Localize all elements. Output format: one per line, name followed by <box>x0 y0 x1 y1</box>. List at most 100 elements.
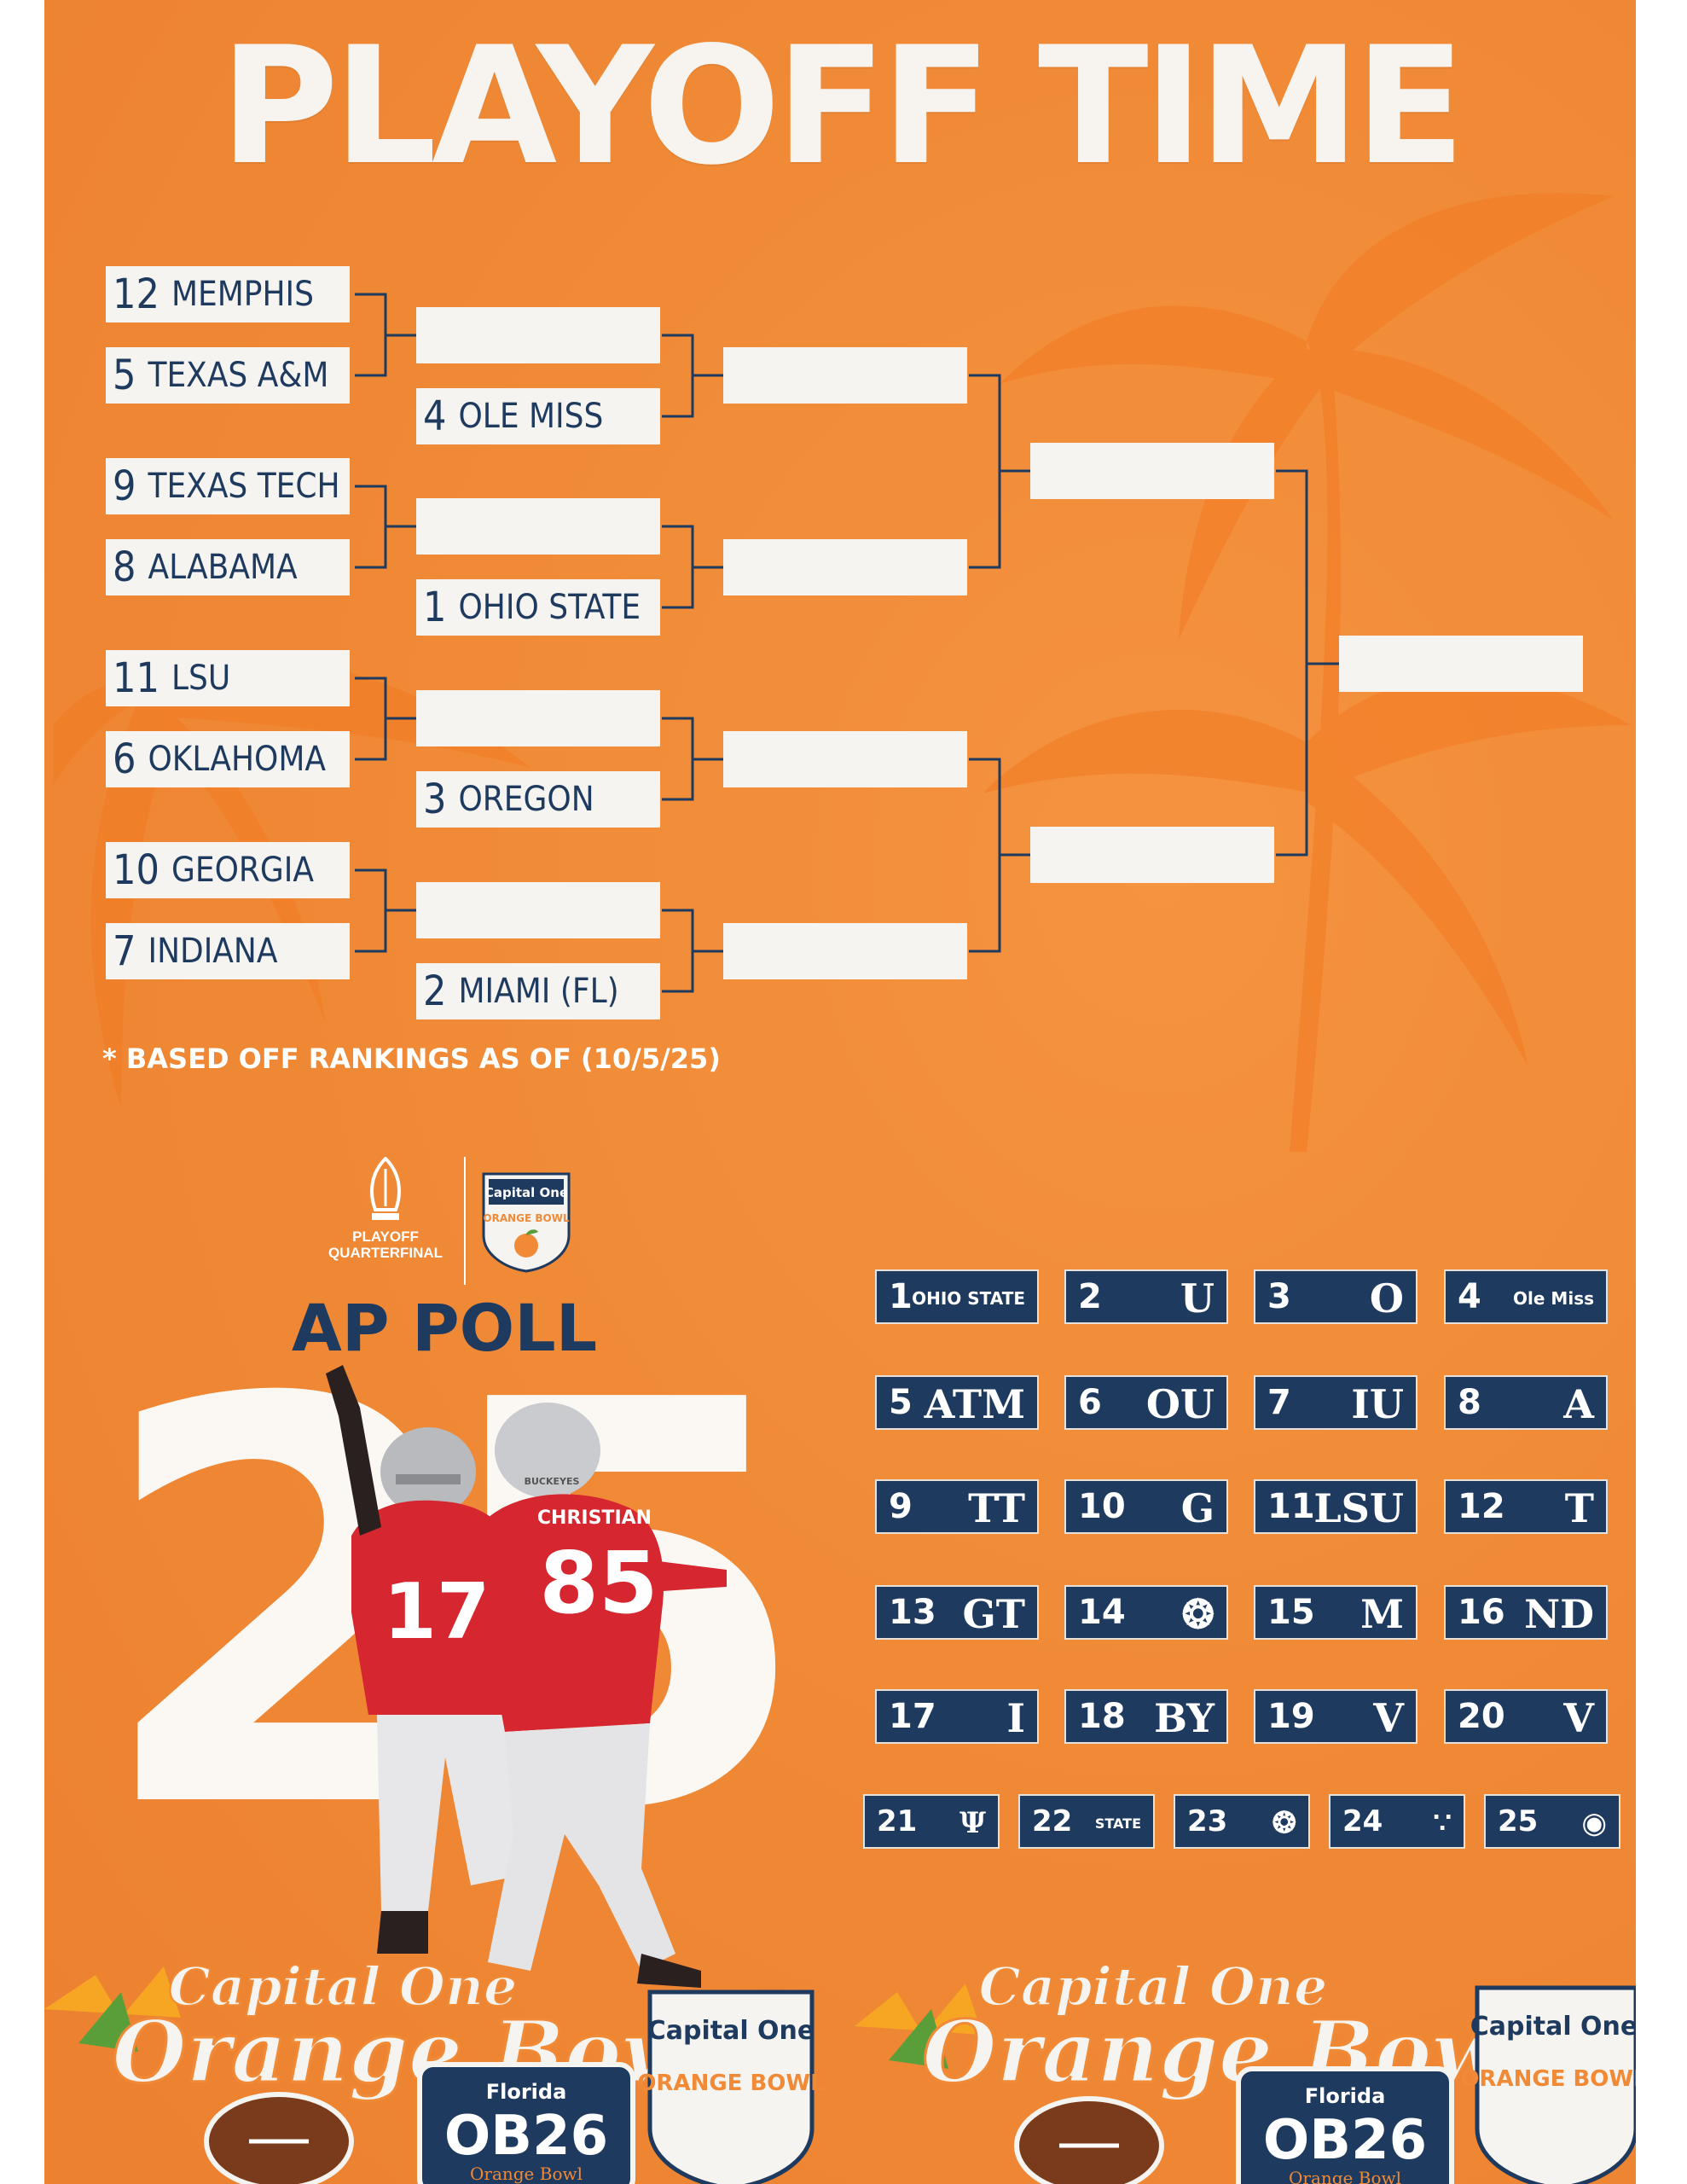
seed-number: 5 <box>113 351 136 399</box>
ap-poll-entry-10: 10 G <box>1064 1479 1228 1534</box>
rankings-footnote: * BASED OFF RANKINGS AS OF (10/5/25) <box>102 1043 721 1075</box>
ap-poll-entry-1: 1 OHIO STATE <box>875 1269 1039 1324</box>
ap-poll-entry-19: 19 V <box>1254 1689 1417 1744</box>
poll-rank: 19 <box>1267 1697 1315 1736</box>
sticker-group-right: Capital One Orange Bowl Florida OB26 Ora… <box>855 1955 1636 2184</box>
players-celebrating-image: 17 BUCKEYES CHRISTIAN 85 <box>326 1365 727 1988</box>
bracket-slot-empty <box>416 882 660 938</box>
team-name: MEMPHIS <box>171 275 315 314</box>
ap-poll-title: AP POLL <box>292 1290 598 1366</box>
bracket-slot-empty <box>416 690 660 746</box>
ap-poll-entry-22: 22 STATE <box>1018 1794 1155 1849</box>
ap-poll-entry-25: 25 ◉ <box>1484 1794 1620 1849</box>
team-logo-icon: IU <box>1351 1381 1404 1427</box>
team-name: MIAMI (FL) <box>458 972 619 1011</box>
poll-rank: 12 <box>1458 1487 1505 1526</box>
poll-rank: 11 <box>1267 1487 1315 1526</box>
bracket-slot-empty <box>723 347 967 404</box>
ob26-right: OB26 <box>1263 2109 1427 2172</box>
seed-number: 9 <box>113 462 136 510</box>
poll-rank: 24 <box>1342 1804 1383 1838</box>
script-line2-left: Orange Bowl <box>113 2001 728 2102</box>
poll-rank: 5 <box>889 1383 913 1422</box>
ap-poll-entry-11: 11 LSU <box>1254 1479 1417 1534</box>
bracket-slot-miami: 2 MIAMI (FL) <box>416 963 660 1019</box>
jersey-nameplate: CHRISTIAN <box>537 1507 652 1529</box>
team-name: TEXAS TECH <box>148 467 340 506</box>
bracket-slot-texas-am: 5 TEXAS A&M <box>106 347 350 404</box>
ap-poll-entry-9: 9 TT <box>875 1479 1039 1534</box>
seed-number: 1 <box>423 584 447 631</box>
bracket-connectors <box>355 293 1339 993</box>
poll-rank: 4 <box>1458 1277 1481 1316</box>
team-logo-icon: V <box>1373 1695 1404 1741</box>
team-logo-icon: V <box>1563 1695 1594 1741</box>
poll-rank: 3 <box>1267 1277 1291 1316</box>
team-logo-icon: BY <box>1154 1695 1215 1741</box>
bracket-slot-empty <box>723 539 967 595</box>
team-name: ALABAMA <box>148 548 298 587</box>
team-logo-icon: G <box>1180 1485 1215 1531</box>
bracket-slot-oklahoma: 6 OKLAHOMA <box>106 731 350 787</box>
poll-rank: 15 <box>1267 1593 1315 1632</box>
ap-poll-entry-13: 13 GT <box>875 1585 1039 1640</box>
bracket-slot-empty <box>1339 636 1583 692</box>
team-logo-icon: OHIO STATE <box>912 1288 1025 1309</box>
bracket-slot-empty <box>723 923 967 979</box>
jersey-number-right: 85 <box>539 1533 658 1633</box>
ob-badge-name: ORANGE BOWL <box>483 1212 570 1224</box>
logo-divider <box>464 1157 466 1285</box>
team-name: OLE MISS <box>458 397 604 436</box>
poll-rank: 17 <box>889 1697 936 1736</box>
seed-number: 10 <box>113 846 159 894</box>
bracket-slot-texas-tech: 9 TEXAS TECH <box>106 458 350 514</box>
team-logo-icon: LSU <box>1313 1485 1404 1531</box>
ob26-left: OB26 <box>444 2105 608 2168</box>
ap-poll-entry-23: 23 ❂ <box>1174 1794 1310 1849</box>
bracket-slot-empty <box>416 307 660 363</box>
bracket-slot-georgia: 10 GEORGIA <box>106 842 350 898</box>
team-logo-icon: STATE <box>1094 1815 1141 1832</box>
poll-rank: 9 <box>889 1487 913 1526</box>
seed-number: 2 <box>423 967 447 1015</box>
ap-poll-entry-14: 14 ❂ <box>1064 1585 1228 1640</box>
cfp-line2: QUARTERFINAL <box>328 1245 443 1261</box>
ob26-sub-left: Orange Bowl <box>470 2164 583 2184</box>
team-logo-icon: GT <box>962 1591 1025 1637</box>
script-line1-left: Capital One <box>169 1955 518 2018</box>
ap-poll-entry-12: 12 T <box>1444 1479 1608 1534</box>
seed-number: 3 <box>423 775 447 823</box>
team-logo-icon: ∵ <box>1433 1806 1452 1840</box>
team-logo-icon: M <box>1360 1591 1404 1637</box>
bracket-slot-ole-miss: 4 OLE MISS <box>416 388 660 444</box>
team-name: INDIANA <box>148 932 278 971</box>
bracket-slot-alabama: 8 ALABAMA <box>106 539 350 595</box>
ap-poll-entry-5: 5 ATM <box>875 1375 1039 1430</box>
florida-label-left: Florida <box>486 2080 567 2104</box>
ap-poll-entry-4: 4 Ole Miss <box>1444 1269 1608 1324</box>
team-logo-icon: ❂ <box>1181 1591 1215 1637</box>
team-logo-icon: I <box>1006 1695 1025 1741</box>
ap-poll-entry-24: 24 ∵ <box>1329 1794 1465 1849</box>
seed-number: 11 <box>113 654 159 702</box>
player-left: 17 <box>326 1365 522 1954</box>
jersey-number-left: 17 <box>383 1567 490 1657</box>
seed-number: 8 <box>113 543 136 591</box>
ap-poll-entry-16: 16 ND <box>1444 1585 1608 1640</box>
poll-rank: 23 <box>1187 1804 1228 1838</box>
poll-rank: 14 <box>1078 1593 1126 1632</box>
bracket-slot-memphis: 12 MEMPHIS <box>106 266 350 322</box>
bracket-slot-empty <box>723 731 967 787</box>
poll-rank: 13 <box>889 1593 936 1632</box>
seed-number: 4 <box>423 392 447 440</box>
bracket-slot-empty <box>1030 827 1274 883</box>
bracket-slot-oregon: 3 OREGON <box>416 771 660 828</box>
team-logo-icon: OU <box>1145 1381 1215 1427</box>
team-logo-icon: TT <box>968 1485 1025 1531</box>
helmet-text: BUCKEYES <box>525 1476 580 1487</box>
poll-rank: 7 <box>1267 1383 1291 1422</box>
orange-bowl-badge: Capital One ORANGE BOWL <box>482 1172 571 1273</box>
seed-number: 12 <box>113 270 159 318</box>
